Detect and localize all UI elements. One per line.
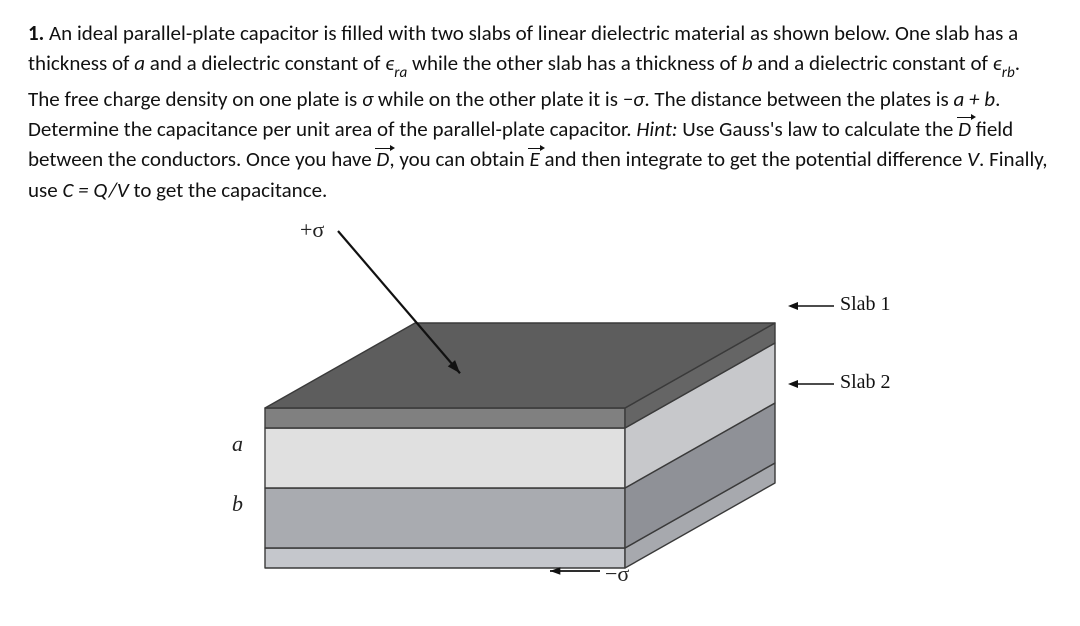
sub-ra: ra <box>394 64 407 82</box>
neg-sigma: −σ <box>623 86 645 112</box>
problem-number: 1. <box>28 20 44 46</box>
text-p9: Use Gauss's law to calculate the <box>677 116 958 142</box>
sigma1: σ <box>362 86 373 112</box>
eq: C = Q/V <box>62 177 128 203</box>
label-bottom-sigma: −σ <box>605 561 629 587</box>
var-a: a <box>134 50 145 76</box>
label-top-sigma: +σ <box>300 217 324 243</box>
sub-rb: rb <box>1002 64 1015 82</box>
var-b: b <box>742 50 753 76</box>
arrow-left-icon <box>788 300 834 312</box>
vec-D-2: D <box>376 144 389 174</box>
label-b: b <box>232 491 243 517</box>
eps1: ϵ <box>385 50 394 76</box>
text-p4: and a dielectric constant of <box>753 50 993 76</box>
a-plus-b: a + b <box>954 86 996 112</box>
text-p3: while the other slab has a thickness of <box>407 50 741 76</box>
text-p6: while on the other plate it is <box>373 86 623 112</box>
arrow-left-icon <box>788 378 834 390</box>
figure: +σ −σ Slab 1 Slab 2 a b <box>160 213 920 593</box>
slab2-label: Slab 2 <box>788 371 891 394</box>
capacitor-diagram <box>160 213 920 593</box>
label-a: a <box>232 431 243 457</box>
eps2: ϵ <box>993 50 1002 76</box>
text-p14: to get the capacitance. <box>129 177 328 203</box>
text-p12: and then integrate to get the potential … <box>540 146 967 172</box>
hint-label: Hint: <box>636 116 677 142</box>
text-p7: . The distance between the plates is <box>644 86 953 112</box>
var-V: V <box>967 146 979 172</box>
vec-D-1: D <box>958 114 971 144</box>
text-p11: , you can obtain <box>389 146 529 172</box>
problem-text: 1. An ideal parallel-plate capacitor is … <box>28 18 1052 205</box>
slab1-label: Slab 1 <box>788 293 891 316</box>
vec-E: E <box>529 144 539 174</box>
text-p2: and a dielectric constant of <box>145 50 385 76</box>
